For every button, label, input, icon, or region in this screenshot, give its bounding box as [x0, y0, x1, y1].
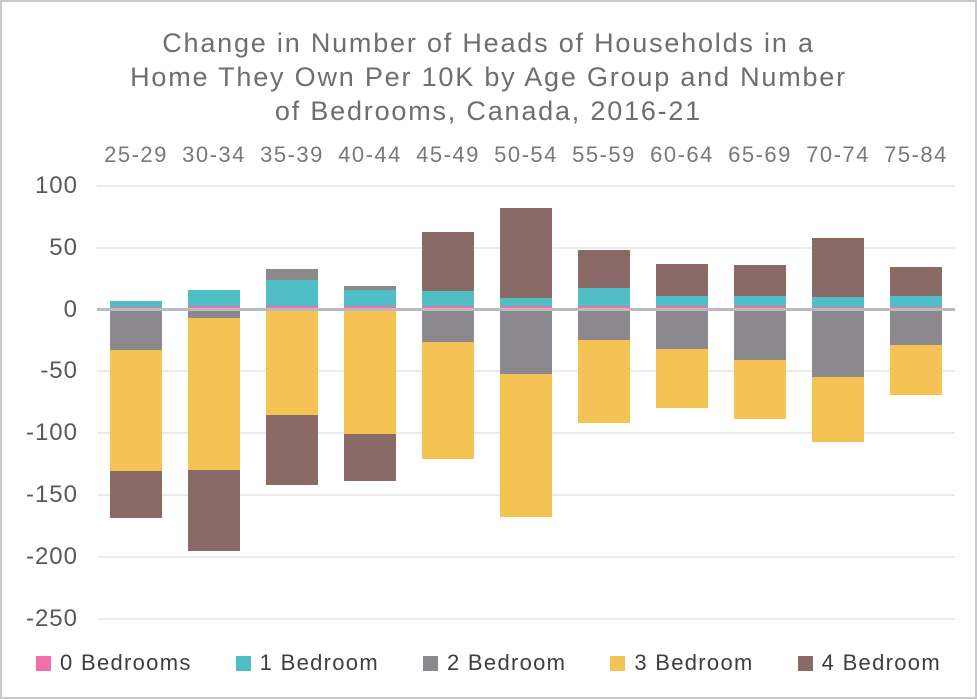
bar-segment-55-59-2-bedroom	[578, 309, 630, 341]
bar-segment-65-69-0-bedrooms	[734, 305, 786, 310]
bar-segment-60-64-1-bedroom	[656, 295, 708, 306]
y-axis-label: 0	[63, 295, 78, 323]
y-axis-label: 100	[34, 171, 78, 199]
bar-segment-40-44-0-bedrooms	[344, 305, 396, 310]
bar-segment-60-64-4-bedroom	[656, 263, 708, 296]
bar-segment-50-54-3-bedroom	[500, 373, 552, 518]
bar-segment-45-49-4-bedroom	[422, 231, 474, 291]
bar-segment-65-69-2-bedroom	[734, 309, 786, 361]
bar-segment-45-49-2-bedroom	[422, 309, 474, 342]
bar-segment-75-84-2-bedroom	[890, 309, 942, 346]
legend-item-3-bedroom: 3 Bedroom	[610, 650, 753, 676]
bar-segment-30-34-4-bedroom	[188, 470, 240, 551]
bar-segment-70-74-3-bedroom	[812, 377, 864, 442]
bar-segment-45-49-0-bedrooms	[422, 305, 474, 310]
legend-swatch-icon	[235, 655, 251, 671]
bar-segment-25-29-1-bedroom	[110, 300, 162, 308]
age-group-label: 65-69	[728, 142, 792, 167]
bar-segment-55-59-4-bedroom	[578, 250, 630, 289]
age-group-label: 30-34	[182, 142, 246, 167]
bar-segment-40-44-1-bedroom	[344, 289, 396, 306]
bar-segment-30-34-2-bedroom	[188, 309, 240, 319]
bar-segment-45-49-3-bedroom	[422, 341, 474, 460]
age-group-label: 35-39	[260, 142, 324, 167]
legend-label: 2 Bedroom	[446, 650, 567, 675]
legend-item-4-bedroom: 4 Bedroom	[797, 650, 941, 676]
legend-item-1-bedroom: 1 Bedroom	[235, 650, 379, 676]
bar-segment-45-49-1-bedroom	[422, 290, 474, 306]
legend-swatch-icon	[36, 655, 52, 671]
age-group-label: 60-64	[650, 142, 714, 167]
bar-segment-35-39-0-bedrooms	[266, 305, 318, 310]
legend-label: 0 Bedrooms	[60, 650, 192, 675]
bar-segment-40-44-4-bedroom	[344, 434, 396, 482]
bar-segment-70-74-2-bedroom	[812, 309, 864, 378]
bar-segment-35-39-1-bedroom	[266, 279, 318, 306]
bar-segment-30-34-3-bedroom	[188, 318, 240, 471]
legend-label: 3 Bedroom	[634, 650, 754, 675]
bar-segment-25-29-4-bedroom	[110, 471, 162, 519]
y-axis-label: -100	[25, 419, 78, 447]
bar-segment-50-54-1-bedroom	[500, 298, 552, 306]
bar-segment-30-34-0-bedrooms	[188, 305, 240, 310]
legend-label: 4 Bedroom	[821, 650, 941, 675]
y-axis-label: -50	[40, 357, 78, 385]
bar-segment-60-64-3-bedroom	[656, 349, 708, 409]
legend-item-2-bedroom: 2 Bedroom	[422, 650, 567, 676]
age-group-label: 70-74	[806, 142, 870, 167]
y-axis-label: -150	[25, 480, 78, 508]
bar-segment-50-54-2-bedroom	[500, 309, 552, 374]
age-group-label: 25-29	[104, 142, 168, 167]
bar-segment-65-69-1-bedroom	[734, 295, 786, 306]
bar-segment-40-44-3-bedroom	[344, 309, 396, 435]
legend-swatch-icon	[422, 655, 438, 671]
bar-segment-70-74-1-bedroom	[812, 297, 864, 307]
bar-segment-55-59-1-bedroom	[578, 288, 630, 306]
legend: 0 Bedrooms 1 Bedroom 2 Bedroom 3 Bedroom 4 B…	[2, 650, 975, 676]
bar-segment-50-54-4-bedroom	[500, 208, 552, 299]
age-group-label: 50-54	[494, 142, 558, 167]
age-group-label: 40-44	[338, 142, 402, 167]
chart-title-line-1: Change in Number of Heads of Households …	[162, 28, 815, 58]
bar-segment-65-69-3-bedroom	[734, 360, 786, 420]
bar-segment-75-84-4-bedroom	[890, 267, 942, 296]
bar-segment-60-64-2-bedroom	[656, 309, 708, 350]
bar-segment-65-69-4-bedroom	[734, 265, 786, 296]
bar-segment-25-29-3-bedroom	[110, 350, 162, 472]
gridline-100	[97, 184, 955, 187]
zero-axis-line	[97, 308, 955, 311]
bar-segment-35-39-2-bedroom	[266, 268, 318, 280]
chart-title-line-2: Home They Own Per 10K by Age Group and N…	[130, 62, 847, 92]
bar-segment-25-29-2-bedroom	[110, 309, 162, 351]
y-axis-label: 50	[49, 233, 78, 261]
bar-segment-40-44-2-bedroom	[344, 286, 396, 290]
chart-title-line-3: of Bedrooms, Canada, 2016-21	[274, 96, 703, 126]
y-axis-label: -250	[25, 604, 78, 632]
gridline--200	[97, 555, 955, 558]
bar-segment-75-84-3-bedroom	[890, 345, 942, 395]
legend-item-0-bedrooms: 0 Bedrooms	[36, 650, 192, 676]
gridline--250	[97, 617, 955, 620]
age-group-label: 45-49	[416, 142, 480, 167]
bar-segment-30-34-1-bedroom	[188, 289, 240, 306]
bar-segment-55-59-0-bedrooms	[578, 305, 630, 310]
y-axis-label: -200	[25, 542, 78, 570]
chart-title: Change in Number of Heads of Households …	[2, 26, 975, 128]
legend-label: 1 Bedroom	[259, 650, 379, 675]
bar-segment-60-64-0-bedrooms	[656, 305, 708, 310]
legend-swatch-icon	[797, 655, 813, 671]
age-group-label: 75-84	[884, 142, 948, 167]
bar-segment-70-74-4-bedroom	[812, 237, 864, 298]
bar-segment-35-39-4-bedroom	[266, 414, 318, 485]
bar-segment-55-59-3-bedroom	[578, 340, 630, 424]
bar-segment-75-84-1-bedroom	[890, 295, 942, 307]
age-group-label: 55-59	[572, 142, 636, 167]
bar-segment-50-54-0-bedrooms	[500, 305, 552, 310]
bar-segment-35-39-3-bedroom	[266, 309, 318, 415]
legend-swatch-icon	[610, 655, 626, 671]
